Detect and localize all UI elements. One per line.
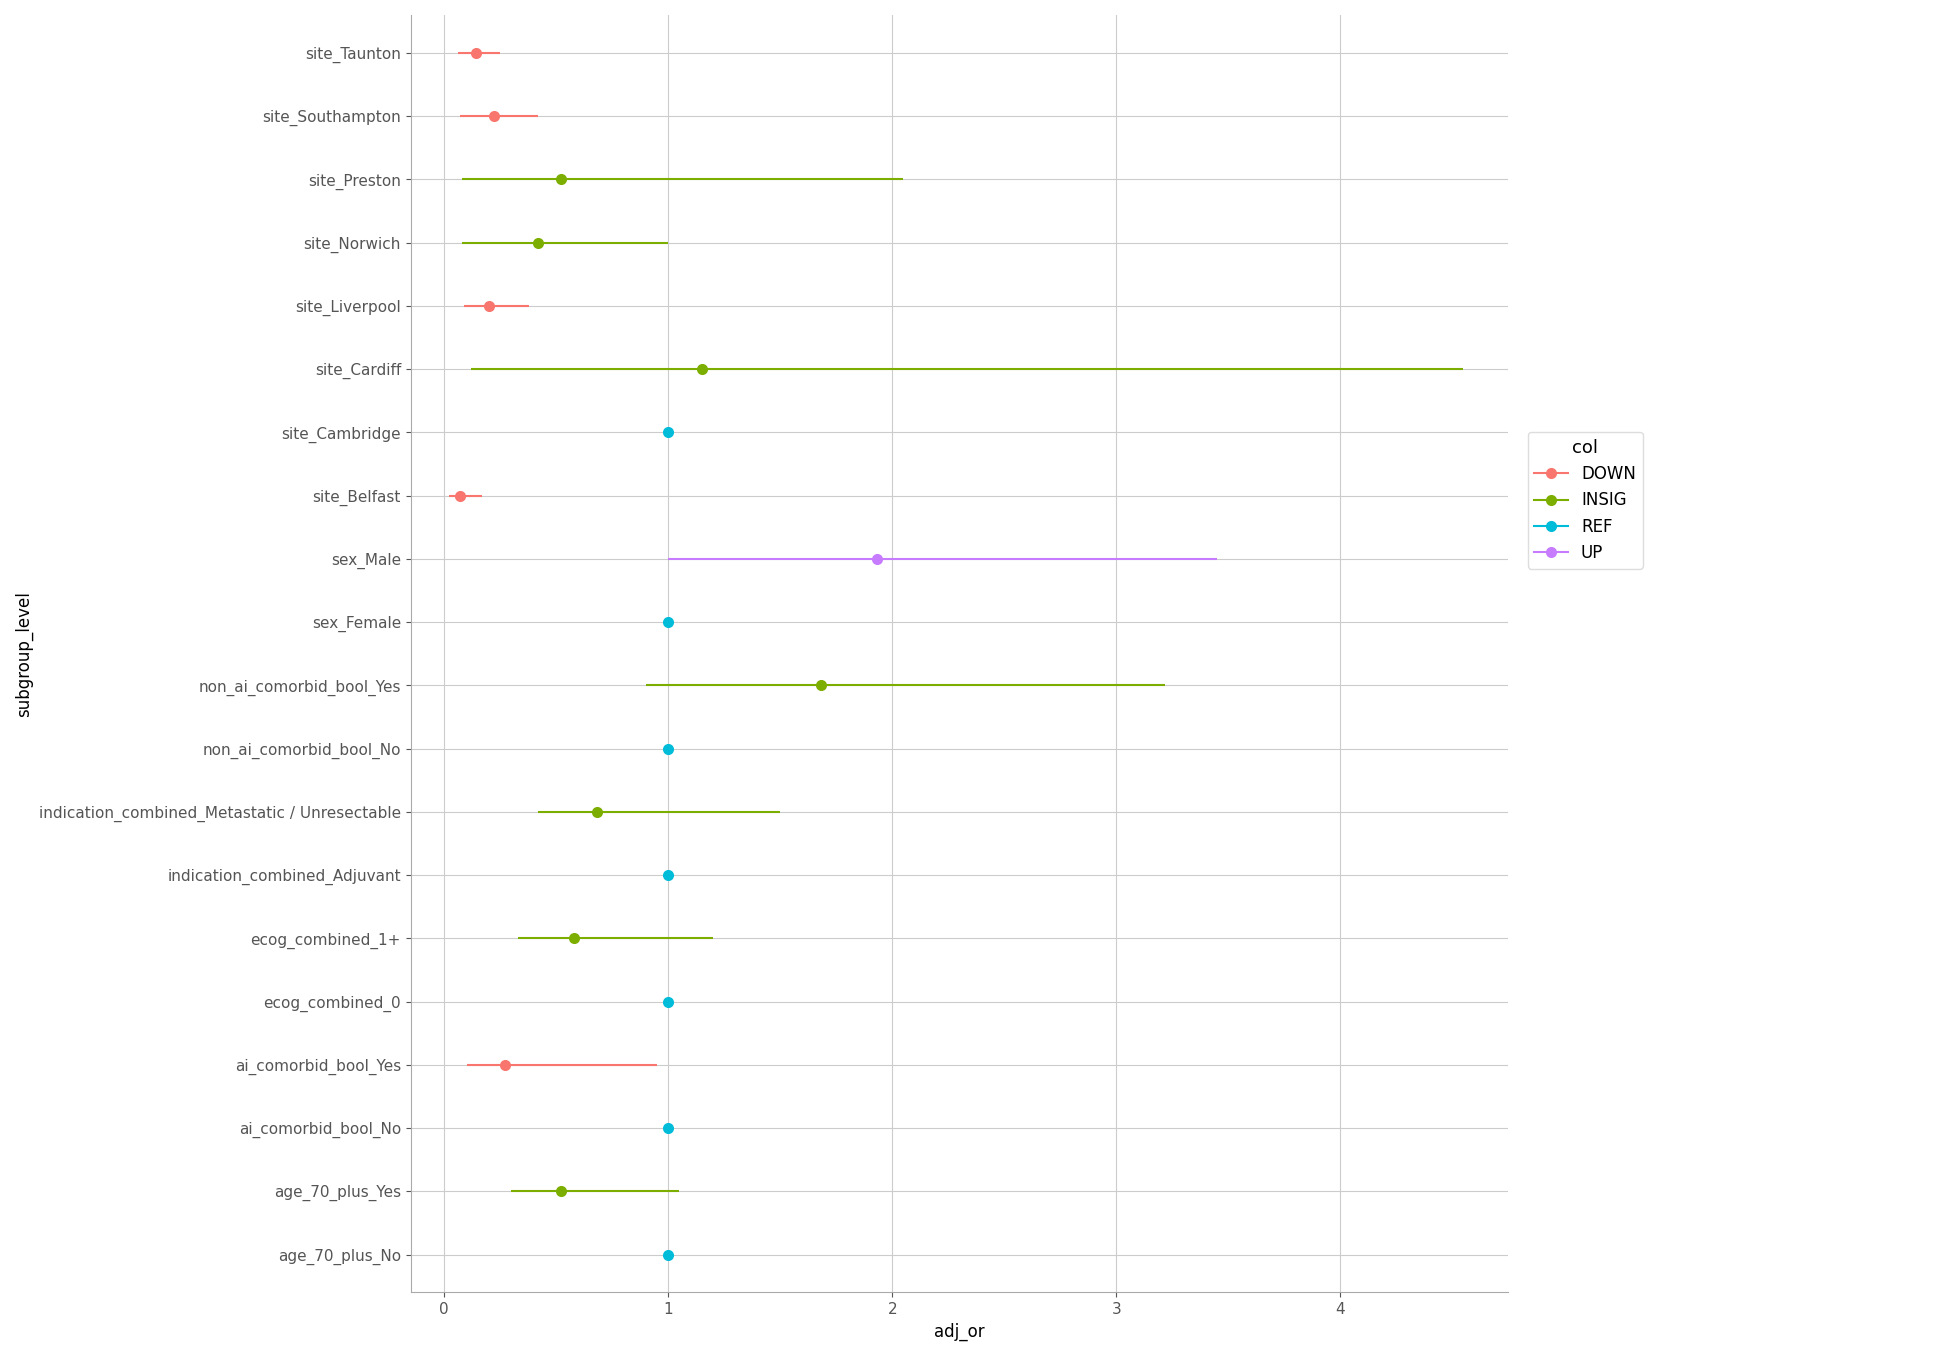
Legend: DOWN, INSIG, REF, UP: DOWN, INSIG, REF, UP [1528,433,1643,568]
Y-axis label: subgroup_level: subgroup_level [16,591,33,717]
X-axis label: adj_or: adj_or [935,1322,986,1341]
